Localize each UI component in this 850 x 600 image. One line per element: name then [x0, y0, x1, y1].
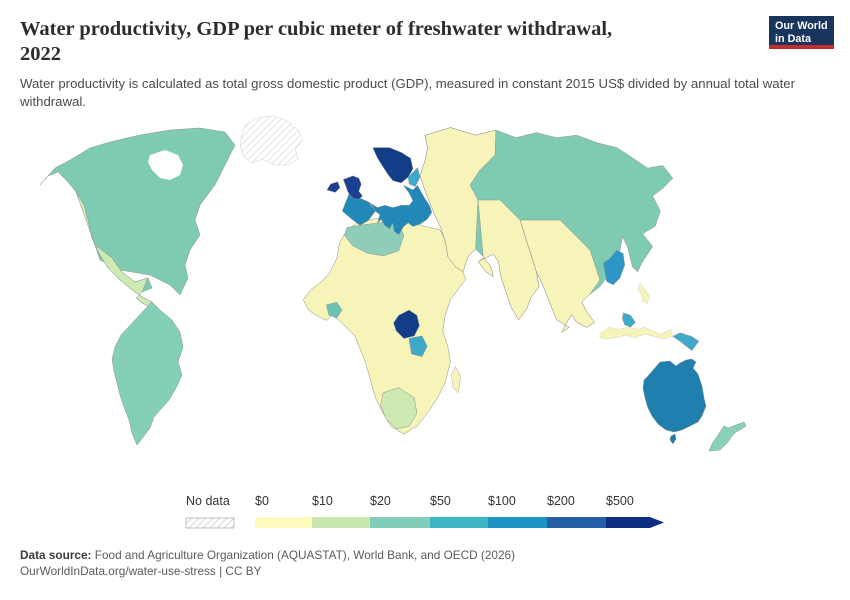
- svg-text:$20: $20: [370, 494, 391, 508]
- svg-text:$50: $50: [430, 494, 451, 508]
- svg-text:$200: $200: [547, 494, 575, 508]
- svg-text:$0: $0: [255, 494, 269, 508]
- svg-text:$500: $500: [606, 494, 634, 508]
- svg-text:$10: $10: [312, 494, 333, 508]
- svg-text:No data: No data: [186, 494, 230, 508]
- svg-text:$100: $100: [488, 494, 516, 508]
